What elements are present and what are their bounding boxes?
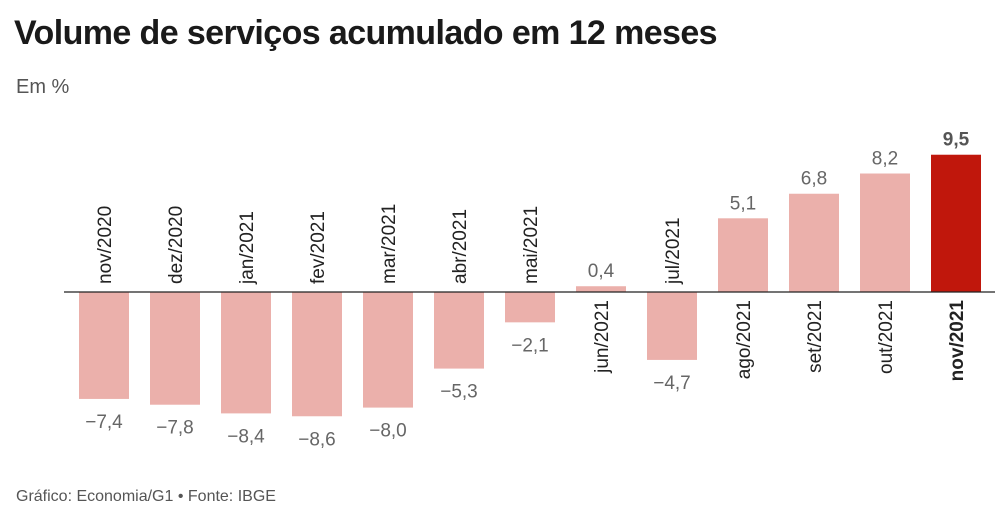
value-label-ago-2021: 5,1	[730, 193, 756, 214]
value-label-nov-2020: −7,4	[85, 412, 123, 433]
value-label-dez-2020: −7,8	[156, 418, 194, 439]
chart-subtitle: Em %	[16, 76, 70, 98]
category-label-dez-2020: dez/2020	[166, 206, 187, 284]
bar-out-2021	[860, 173, 910, 292]
bar-mai-2021	[505, 292, 555, 323]
source-note: Gráfico: Economia/G1 • Fonte: IBGE	[16, 488, 276, 505]
bar-mar-2021	[363, 292, 413, 408]
value-label-mar-2021: −8,0	[369, 421, 407, 442]
bars-group	[79, 154, 981, 417]
category-label-mai-2021: mai/2021	[521, 206, 542, 284]
value-label-mai-2021: −2,1	[511, 335, 549, 356]
labels-group: −7,4 nov/2020 −7,8 dez/2020 −8,4 jan/2021 −8,6…	[85, 130, 969, 451]
category-label-jan-2021: jan/2021	[237, 211, 258, 285]
bar-jan-2021	[221, 292, 271, 414]
bar-fev-2021	[292, 292, 342, 417]
value-label-jul-2021: −4,7	[653, 373, 691, 394]
bar-set-2021	[789, 193, 839, 292]
bar-nov-2020	[79, 292, 129, 399]
category-label-fev-2021: fev/2021	[308, 211, 329, 284]
value-label-out-2021: 8,2	[872, 149, 898, 170]
value-label-jan-2021: −8,4	[227, 426, 265, 447]
category-label-abr-2021: abr/2021	[450, 209, 471, 284]
category-label-ago-2021: ago/2021	[734, 300, 755, 379]
category-label-jun-2021: jun/2021	[592, 300, 613, 374]
bar-abr-2021	[434, 292, 484, 369]
category-label-nov-2020: nov/2020	[95, 206, 116, 284]
value-label-nov-2021: 9,5	[943, 130, 970, 151]
bar-nov-2021	[931, 154, 981, 292]
bar-chart: −7,4 nov/2020 −7,8 dez/2020 −8,4 jan/2021 −8,6…	[64, 130, 995, 451]
bar-dez-2020	[150, 292, 200, 405]
bar-jun-2021	[576, 286, 626, 292]
value-label-abr-2021: −5,3	[440, 382, 478, 403]
category-label-mar-2021: mar/2021	[379, 204, 400, 284]
chart-title: Volume de serviços acumulado em 12 meses	[14, 14, 718, 52]
category-label-out-2021: out/2021	[876, 300, 897, 374]
value-label-fev-2021: −8,6	[298, 429, 336, 450]
category-label-nov-2021: nov/2021	[947, 300, 968, 382]
bar-ago-2021	[718, 218, 768, 292]
category-label-set-2021: set/2021	[805, 300, 826, 373]
value-label-set-2021: 6,8	[801, 169, 827, 190]
value-label-jun-2021: 0,4	[588, 261, 615, 282]
category-label-jul-2021: jul/2021	[663, 217, 684, 285]
bar-jul-2021	[647, 292, 697, 360]
